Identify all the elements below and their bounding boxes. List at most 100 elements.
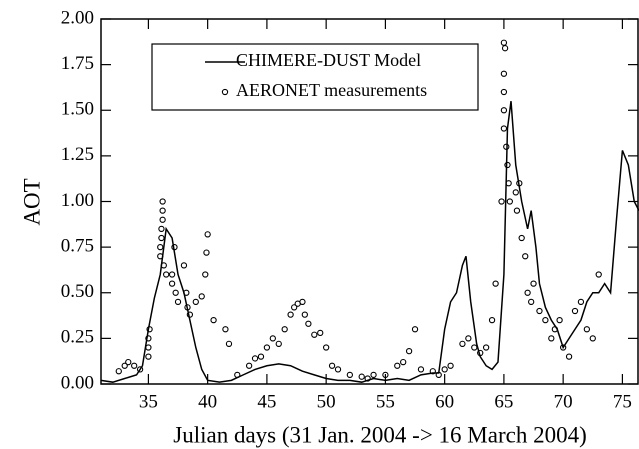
measurement-point	[305, 320, 312, 327]
measurement-point	[577, 298, 585, 306]
measurement-point	[198, 293, 205, 300]
measurement-point	[441, 366, 448, 373]
measurement-point	[145, 353, 152, 360]
measurement-point	[518, 234, 525, 242]
measurement-point	[171, 243, 178, 251]
measurement-point	[513, 207, 521, 214]
measurement-point	[299, 298, 306, 306]
measurement-point	[202, 271, 209, 278]
measurement-point	[291, 304, 298, 311]
measurement-point	[516, 180, 523, 187]
measurement-point	[145, 344, 152, 351]
legend-marker	[221, 88, 229, 96]
y-tick-label: 0.75	[61, 235, 94, 256]
measurement-point	[589, 335, 596, 342]
measurement-point	[163, 271, 170, 278]
measurement-point	[204, 231, 211, 238]
measurement-point	[245, 362, 253, 369]
measurement-point	[125, 358, 132, 366]
measurement-point	[257, 353, 265, 360]
measurement-point	[500, 70, 508, 77]
measurement-point	[571, 307, 579, 315]
measurement-point	[145, 335, 152, 342]
measurement-point	[281, 326, 288, 333]
measurement-point	[512, 189, 519, 196]
measurement-point	[364, 375, 371, 382]
x-tick-label: 75	[613, 391, 632, 412]
measurement-point	[551, 326, 559, 333]
measurement-point	[498, 198, 505, 205]
measurement-point	[275, 340, 282, 347]
measurement-point	[477, 349, 484, 357]
measurement-point	[115, 368, 122, 375]
measurement-point	[160, 262, 167, 269]
measurement-point	[159, 198, 166, 205]
measurement-point	[583, 326, 591, 333]
model-line	[100, 101, 639, 383]
measurement-point	[400, 358, 407, 366]
measurement-point	[174, 298, 182, 306]
measurement-point	[528, 298, 535, 306]
measurement-point	[136, 366, 144, 373]
measurement-point	[121, 362, 128, 369]
measurement-point	[168, 271, 176, 278]
measurement-point	[346, 371, 354, 379]
measurement-point	[317, 329, 324, 337]
measurement-point	[186, 311, 194, 318]
measurement-point	[157, 243, 164, 251]
measurement-point	[301, 311, 308, 318]
measurement-point	[504, 161, 511, 169]
legend-label: CHIMERE-DUST Model	[236, 50, 421, 70]
measurement-point	[168, 280, 176, 287]
legend-label: AERONET measurements	[236, 80, 427, 100]
measurement-point	[435, 371, 442, 379]
y-tick-label: 0.25	[61, 327, 94, 348]
measurement-point	[405, 347, 413, 355]
measurement-point	[311, 331, 318, 338]
measurement-point	[488, 316, 496, 324]
measurement-point	[565, 353, 573, 360]
x-tick-label: 45	[257, 391, 276, 412]
measurement-point	[158, 234, 165, 242]
measurement-point	[334, 366, 342, 373]
measurement-point	[146, 326, 153, 333]
y-tick-label: 1.75	[61, 53, 94, 74]
x-tick-label: 70	[554, 391, 573, 412]
measurement-point	[506, 198, 513, 205]
measurement-point	[503, 143, 510, 150]
measurement-point	[595, 271, 602, 278]
measurement-point	[394, 362, 401, 369]
measurement-point	[465, 335, 472, 342]
measurement-point	[417, 366, 425, 373]
measurement-point	[500, 125, 508, 132]
x-tick-label: 60	[435, 391, 454, 412]
y-tick-label: 0.00	[61, 372, 94, 393]
legend-box	[151, 43, 479, 111]
measurement-point	[222, 326, 229, 333]
measurement-point	[411, 326, 419, 333]
y-tick-label: 2.00	[61, 7, 94, 28]
measurement-point	[180, 262, 188, 269]
measurement-point	[159, 216, 166, 223]
x-tick-label: 40	[198, 391, 217, 412]
x-tick-label: 55	[376, 391, 395, 412]
x-tick-label: 50	[317, 391, 336, 412]
measurement-point	[459, 340, 466, 347]
measurement-point	[358, 373, 365, 380]
y-axis-label: AOT	[19, 178, 44, 225]
measurement-point	[251, 355, 259, 362]
measurement-point	[530, 280, 537, 287]
measurement-point	[501, 45, 509, 52]
measurement-point	[560, 344, 567, 351]
measurement-point	[492, 280, 499, 287]
measurement-point	[210, 316, 217, 324]
measurement-point	[370, 371, 377, 379]
measurement-point	[522, 253, 529, 260]
measurement-point	[158, 225, 165, 233]
x-tick-label: 35	[139, 391, 158, 412]
measurement-point	[159, 207, 166, 214]
y-tick-label: 1.50	[61, 99, 94, 120]
measurement-point	[225, 340, 233, 347]
measurement-point	[263, 344, 271, 351]
